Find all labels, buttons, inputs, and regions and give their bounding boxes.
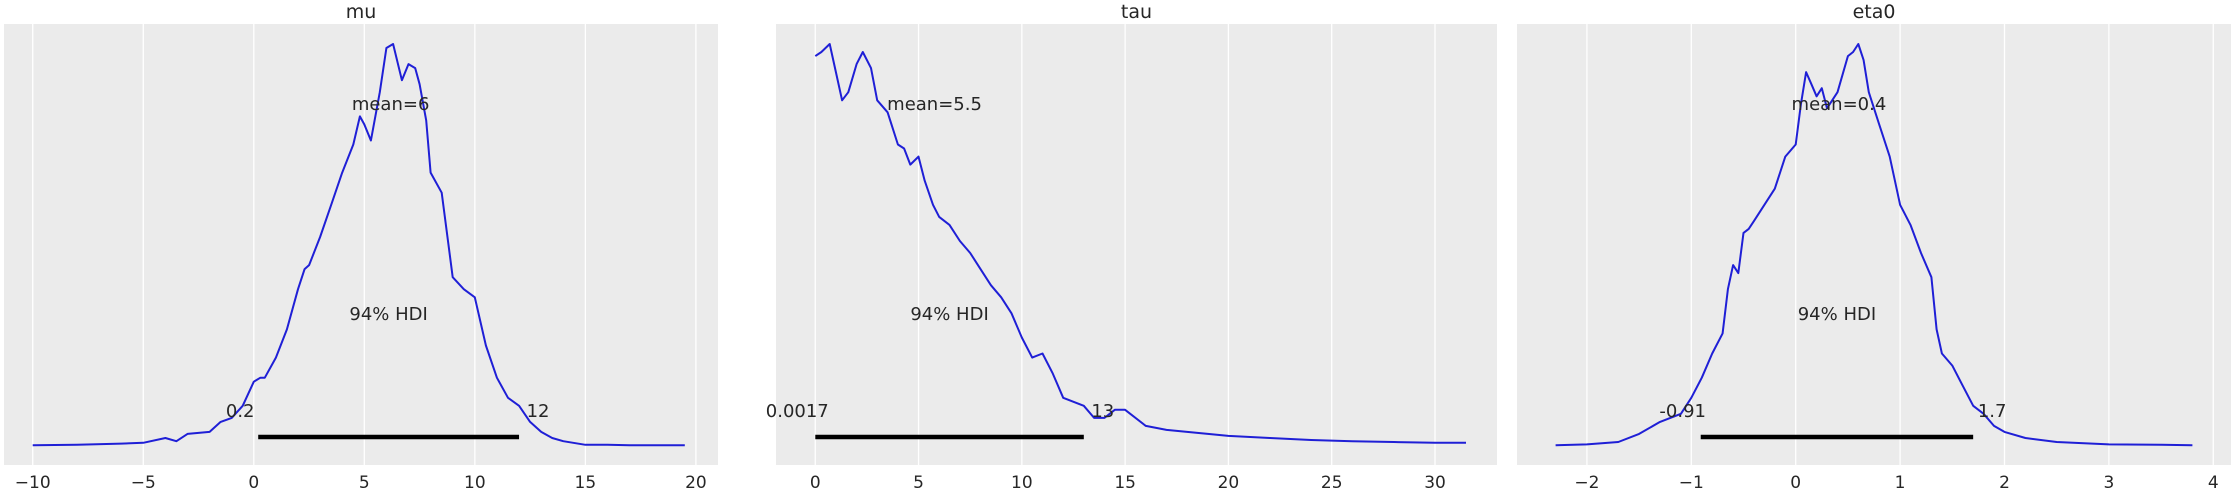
x-tick-label: 0 — [248, 473, 259, 493]
panel-title: tau — [1121, 1, 1152, 23]
panel-title: eta0 — [1853, 1, 1896, 23]
x-tick-label: 5 — [913, 473, 924, 493]
hdi-low-label: 0.2 — [226, 401, 255, 422]
density-curve — [1555, 43, 2193, 447]
density-curve — [814, 43, 1466, 444]
x-tick-label: 2 — [1999, 473, 2010, 493]
x-tick-label: −5 — [131, 473, 156, 493]
plot-area — [1517, 24, 2231, 465]
density-curve — [32, 43, 685, 447]
x-tick-label: 4 — [2208, 473, 2219, 493]
x-tick-label: 20 — [1218, 473, 1240, 493]
x-tick-label: 1 — [1895, 473, 1906, 493]
hdi-low-label: 0.0017 — [766, 401, 829, 422]
x-tick-label: 0 — [810, 473, 821, 493]
x-tick-label: −10 — [15, 473, 51, 493]
mean-annotation: mean=6 — [352, 94, 430, 115]
x-tick-label: 15 — [575, 473, 597, 493]
mean-annotation: mean=0.4 — [1792, 94, 1887, 115]
hdi-low-label: -0.91 — [1659, 401, 1706, 422]
panel-title: mu — [346, 1, 377, 23]
x-tick-label: 15 — [1114, 473, 1136, 493]
hdi-high-label: 1.7 — [1978, 401, 2007, 422]
plot-area — [776, 24, 1497, 465]
x-tick-label: 30 — [1424, 473, 1446, 493]
x-tick-label: −1 — [1679, 473, 1704, 493]
x-tick-label: 20 — [685, 473, 707, 493]
x-tick-label: 25 — [1321, 473, 1343, 493]
x-tick-label: 0 — [1790, 473, 1801, 493]
x-tick-label: 3 — [2103, 473, 2114, 493]
hdi-high-label: 13 — [1091, 401, 1114, 422]
plot-area — [4, 24, 718, 465]
x-tick-label: −2 — [1574, 473, 1599, 493]
x-tick-label: 10 — [1011, 473, 1033, 493]
hdi-high-label: 12 — [527, 401, 550, 422]
mean-annotation: mean=5.5 — [887, 94, 982, 115]
hdi-caption: 94% HDI — [1798, 304, 1876, 325]
x-tick-label: 10 — [464, 473, 486, 493]
hdi-caption: 94% HDI — [349, 304, 427, 325]
hdi-caption: 94% HDI — [910, 304, 988, 325]
x-tick-label: 5 — [359, 473, 370, 493]
